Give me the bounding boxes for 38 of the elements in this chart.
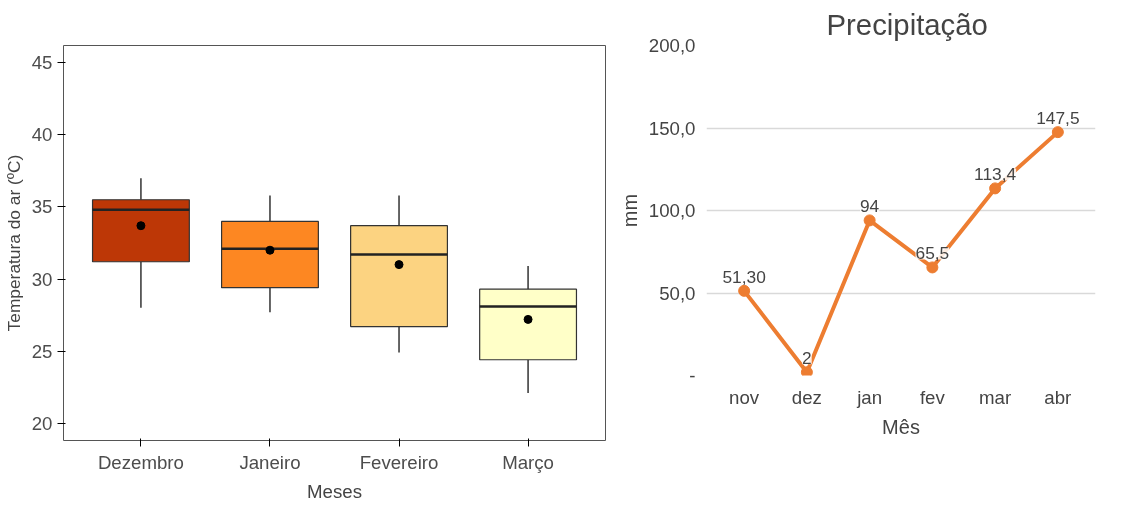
data-label: 147,5 (1036, 108, 1080, 129)
y-tick-label: 30 (31, 268, 53, 290)
x-tick-label: fev (919, 386, 946, 408)
y-tick-label: 20 (31, 412, 53, 434)
x-tick-label: mar (979, 386, 1012, 408)
point (1051, 126, 1064, 139)
y-tick-label: 150,0 (648, 117, 696, 139)
chart-title: Precipitação (826, 7, 988, 41)
y-tick-label: 25 (31, 340, 53, 362)
x-tick-label: Março (502, 451, 554, 473)
x-tick-label: Janeiro (239, 451, 301, 473)
x-tick-label: Dezembro (97, 451, 184, 473)
y-tick-label: 50,0 (659, 282, 696, 304)
data-label: 51,30 (722, 266, 766, 287)
x-axis-title: Meses (307, 480, 362, 502)
point (738, 284, 751, 297)
x-tick-label: jan (856, 386, 883, 408)
y-tick-label: 200,0 (648, 35, 696, 56)
y-axis-title: Temperatura do ar (ºC) (3, 154, 24, 332)
y-tick-label: - (689, 365, 696, 386)
y-tick-label: 45 (31, 52, 53, 74)
x-tick-label: nov (729, 386, 760, 408)
point (989, 182, 1002, 195)
data-label: 2 (802, 348, 812, 369)
x-axis-title: Mês (882, 415, 920, 438)
point (926, 261, 939, 274)
y-tick-label: 40 (31, 124, 53, 146)
point (800, 366, 813, 376)
y-axis-title: mm (618, 193, 641, 228)
data-label: 65,5 (915, 243, 950, 264)
point (863, 214, 876, 227)
data-label: 94 (859, 196, 880, 217)
x-tick-label: abr (1044, 386, 1072, 408)
y-tick-label: 35 (31, 196, 53, 218)
x-tick-label: Fevereiro (359, 451, 439, 473)
y-tick-label: 100,0 (648, 200, 696, 221)
x-tick-label: dez (791, 386, 822, 408)
data-label: 113,4 (974, 164, 1017, 185)
